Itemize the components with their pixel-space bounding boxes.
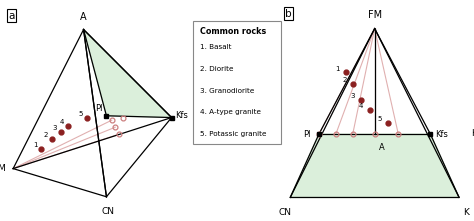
- Text: K: K: [471, 129, 474, 138]
- Text: 2: 2: [342, 78, 346, 84]
- Text: 4: 4: [359, 103, 364, 109]
- Text: 4: 4: [59, 120, 64, 126]
- FancyBboxPatch shape: [193, 21, 281, 144]
- Text: 1: 1: [33, 142, 37, 148]
- Text: FM: FM: [0, 164, 6, 173]
- Text: Common rocks: Common rocks: [200, 27, 266, 36]
- Text: Kfs: Kfs: [175, 111, 188, 120]
- Text: Kfs: Kfs: [436, 130, 448, 139]
- Text: 1. Basalt: 1. Basalt: [200, 44, 231, 50]
- Text: 4. A-type granite: 4. A-type granite: [200, 109, 261, 115]
- Text: A: A: [80, 12, 87, 23]
- Text: 3: 3: [52, 125, 57, 131]
- Text: 3. Granodiorite: 3. Granodiorite: [200, 88, 254, 94]
- Text: 1: 1: [335, 66, 340, 72]
- Polygon shape: [290, 134, 459, 198]
- Text: 5: 5: [378, 116, 382, 122]
- Text: Pl: Pl: [303, 130, 310, 139]
- Polygon shape: [83, 30, 172, 118]
- Text: K: K: [463, 208, 469, 217]
- Text: CN: CN: [279, 208, 292, 217]
- Text: a: a: [9, 11, 15, 21]
- Text: CN: CN: [102, 207, 115, 216]
- Text: A: A: [379, 143, 384, 152]
- Text: FM: FM: [368, 10, 382, 20]
- Text: 2. Diorite: 2. Diorite: [200, 66, 233, 72]
- Text: 3: 3: [350, 93, 355, 99]
- Text: Pl: Pl: [95, 104, 103, 113]
- Text: 2: 2: [44, 132, 48, 138]
- Text: 5: 5: [79, 111, 83, 117]
- Text: 5. Potassic granite: 5. Potassic granite: [200, 131, 266, 137]
- Text: b: b: [285, 9, 292, 19]
